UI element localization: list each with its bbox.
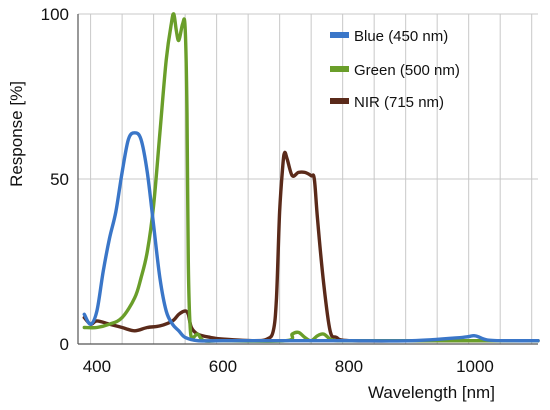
x-tick-label: 600 — [209, 357, 237, 376]
series-line-nir — [82, 150, 540, 343]
y-tick-label: 0 — [60, 335, 69, 354]
legend-item-blue: Blue (450 nm) — [330, 28, 448, 45]
legend-label-green: Green (500 nm) — [354, 62, 460, 79]
legend-swatch-green — [330, 66, 349, 72]
y-tick-label: 50 — [50, 170, 69, 189]
legend-label-nir: NIR (715 nm) — [354, 94, 444, 111]
y-tick-label: 100 — [41, 5, 69, 24]
legend-item-green: Green (500 nm) — [330, 62, 460, 79]
legend-label-blue: Blue (450 nm) — [354, 28, 448, 45]
series-line-blue — [82, 131, 540, 343]
series-line-green — [82, 12, 540, 343]
y-axis-title: Response [%] — [7, 81, 26, 187]
legend: Blue (450 nm) Green (500 nm) NIR (715 nm… — [330, 28, 460, 111]
x-tick-label: 1000 — [456, 357, 494, 376]
plot-area — [82, 12, 540, 343]
x-tick-label: 400 — [83, 357, 111, 376]
x-tick-label: 800 — [335, 357, 363, 376]
tick-labels: 400 600 800 1000 0 50 100 — [41, 5, 494, 376]
legend-swatch-blue — [330, 32, 349, 38]
legend-swatch-nir — [330, 98, 349, 104]
axes — [77, 14, 538, 345]
legend-item-nir: NIR (715 nm) — [330, 94, 444, 111]
x-axis-title: Wavelength [nm] — [368, 383, 495, 402]
grid — [78, 13, 538, 344]
